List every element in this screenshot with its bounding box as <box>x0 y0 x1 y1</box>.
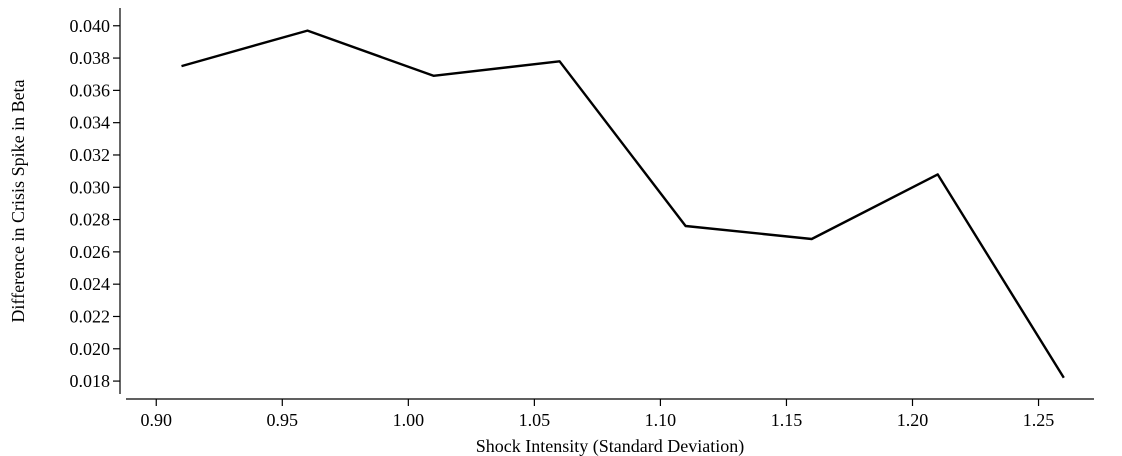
y-tick-label: 0.026 <box>70 242 111 262</box>
y-axis-title: Difference in Crisis Spike in Beta <box>8 79 28 322</box>
x-tick-label: 0.95 <box>267 410 299 430</box>
y-tick-label: 0.018 <box>70 371 111 391</box>
x-tick-label: 0.90 <box>141 410 173 430</box>
series-line <box>181 29 1065 379</box>
y-tick-label: 0.032 <box>70 145 111 165</box>
y-tick-label: 0.020 <box>70 339 111 359</box>
x-axis-title: Shock Intensity (Standard Deviation) <box>476 436 744 456</box>
y-tick-label: 0.028 <box>70 210 111 230</box>
x-tick-label: 1.25 <box>1023 410 1055 430</box>
x-tick-label: 1.05 <box>519 410 551 430</box>
y-tick-label: 0.024 <box>70 274 111 294</box>
y-tick-label: 0.034 <box>70 113 111 133</box>
y-axis-ticks: 0.018 0.020 0.022 0.024 0.026 0.028 0.030 0.032… <box>70 16 120 391</box>
x-tick-label: 1.20 <box>897 410 929 430</box>
x-tick-label: 1.15 <box>771 410 803 430</box>
x-axis-ticks: 0.90 0.95 1.00 1.05 1.10 1.15 1.20 1.25 <box>141 399 1055 430</box>
y-tick-label: 0.038 <box>70 48 111 68</box>
y-tick-label: 0.030 <box>70 177 111 197</box>
y-tick-label: 0.040 <box>70 16 111 36</box>
y-tick-label: 0.022 <box>70 306 111 326</box>
y-tick-label: 0.036 <box>70 80 111 100</box>
x-tick-label: 1.00 <box>393 410 425 430</box>
x-tick-label: 1.10 <box>645 410 677 430</box>
